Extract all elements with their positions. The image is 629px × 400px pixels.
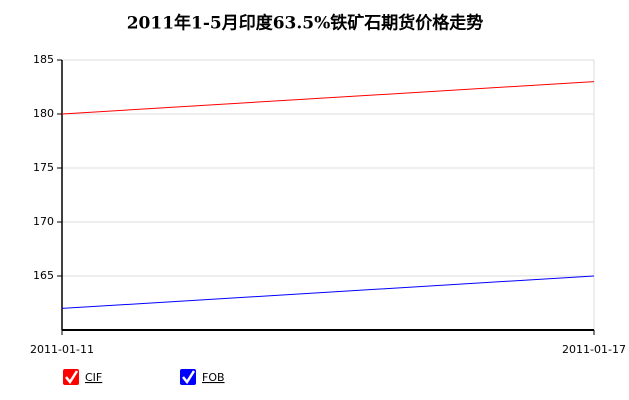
- legend-label[interactable]: CIF: [85, 371, 102, 384]
- y-tick-label: 180: [33, 107, 54, 120]
- x-tick-label: 2011-01-17: [562, 343, 626, 356]
- line-series: [61, 275, 595, 309]
- x-tick-label: 2011-01-11: [30, 343, 94, 356]
- y-tick-label: 175: [33, 161, 54, 174]
- legend-check[interactable]: [182, 370, 196, 385]
- y-tick-label: 185: [33, 53, 54, 66]
- legend-check[interactable]: [65, 370, 79, 385]
- line-series: [61, 81, 595, 115]
- chart-title: 2011年1-5月印度63.5%铁矿石期货价格走势: [127, 13, 484, 34]
- legend-label[interactable]: FOB: [202, 371, 225, 384]
- y-tick-label: 170: [33, 215, 54, 228]
- y-tick-label: 165: [33, 269, 54, 282]
